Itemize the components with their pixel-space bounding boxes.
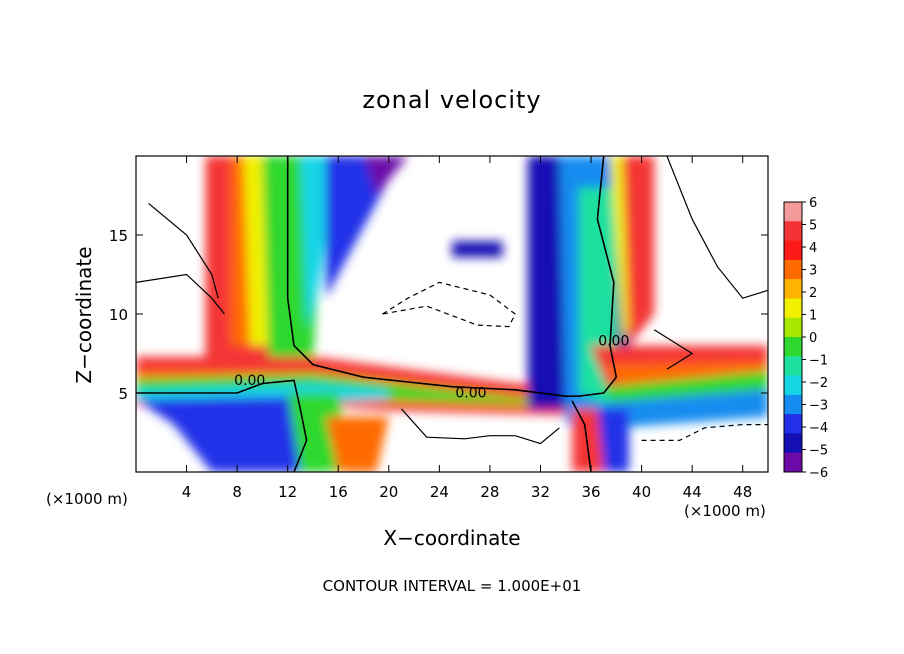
x-tick-label: 32 bbox=[531, 483, 550, 501]
chart-title: zonal velocity bbox=[362, 86, 542, 114]
colorbar-swatch bbox=[784, 259, 802, 280]
x-tick-label: 36 bbox=[581, 483, 600, 501]
colorbar-swatch bbox=[784, 414, 802, 434]
colorbar-swatch bbox=[784, 221, 802, 242]
upper-blob bbox=[452, 241, 503, 258]
zero-contour-left-lower bbox=[136, 379, 308, 472]
x-tick-label: 40 bbox=[632, 483, 651, 501]
lower-center-orange bbox=[325, 416, 389, 472]
contour-lines bbox=[136, 156, 768, 472]
colorbar-swatch bbox=[784, 202, 802, 222]
contour-label-0: 0.00 bbox=[234, 373, 265, 389]
field-layers bbox=[136, 156, 768, 472]
x-tick-label: 20 bbox=[379, 483, 398, 501]
x-axis-ticks: 4 8 12 16 20 24 28 32 36 40 44 48 bbox=[182, 156, 752, 501]
colorbar-swatch bbox=[784, 279, 802, 299]
x-tick-label: 16 bbox=[329, 483, 348, 501]
lower-left-blue bbox=[136, 396, 313, 472]
x-tick-label: 4 bbox=[182, 483, 192, 501]
colorbar-label: 1 bbox=[809, 309, 817, 324]
contour-interval-note: CONTOUR INTERVAL = 1.000E+01 bbox=[322, 577, 582, 595]
colorbar-label: 5 bbox=[809, 219, 817, 234]
x-tick-label: 28 bbox=[480, 483, 499, 501]
colorbar-label: 0 bbox=[809, 331, 817, 346]
x-axis-label: X−coordinate bbox=[383, 526, 521, 550]
colorbar-swatch bbox=[784, 240, 802, 261]
colorbar-swatch bbox=[784, 356, 802, 377]
colorbar-label: 6 bbox=[809, 196, 817, 211]
x-tick-label: 24 bbox=[430, 483, 449, 501]
colorbar-swatch bbox=[784, 298, 802, 319]
colorbar: 6 5 4 3 2 1 0 −1 −2 −3 −4 −5 −6 bbox=[783, 196, 828, 481]
colorbar-label: −2 bbox=[809, 376, 828, 391]
y-tick-label: 5 bbox=[118, 385, 128, 403]
colorbar-swatch bbox=[784, 433, 802, 454]
colorbar-swatch bbox=[784, 317, 802, 338]
colorbar-label: −3 bbox=[809, 399, 828, 414]
layer-right-blue bbox=[603, 389, 768, 428]
colorbar-label: 4 bbox=[809, 241, 817, 256]
colorbar-label: −6 bbox=[809, 466, 828, 481]
colorbar-swatch bbox=[784, 337, 802, 357]
contour-label-2: 0.00 bbox=[598, 334, 629, 350]
colorbar-swatch bbox=[784, 375, 802, 396]
contour-left-upper bbox=[148, 202, 219, 299]
lower-right-blue bbox=[597, 408, 629, 472]
contour-dashed-mid bbox=[382, 281, 516, 328]
x-tick-label: 48 bbox=[733, 483, 752, 501]
y-axis-label: Z−coordinate bbox=[72, 246, 96, 384]
jet-left-blue bbox=[325, 156, 402, 299]
contour-lower-mid bbox=[400, 408, 560, 445]
colorbar-label: 3 bbox=[809, 264, 817, 279]
contour-right-upper bbox=[666, 156, 768, 299]
jet-left-violet bbox=[363, 156, 408, 196]
zero-contour-main bbox=[286, 156, 618, 397]
x-unit-right: (×1000 m) bbox=[684, 502, 766, 520]
contour-dashed-right bbox=[641, 424, 768, 441]
y-tick-label: 15 bbox=[109, 227, 128, 245]
colorbar-label: −5 bbox=[809, 444, 828, 459]
contour-labels: 0.00 0.00 0.00 bbox=[234, 334, 629, 402]
x-tick-label: 44 bbox=[683, 483, 702, 501]
y-axis-ticks: 5 10 15 bbox=[109, 227, 768, 403]
x-unit-left: (×1000 m) bbox=[46, 490, 128, 508]
x-tick-label: 8 bbox=[232, 483, 242, 501]
contour-right-mid bbox=[653, 329, 694, 370]
velocity-field bbox=[136, 156, 768, 472]
y-tick-label: 10 bbox=[109, 306, 128, 324]
jet-right-red bbox=[622, 156, 655, 346]
colorbar-swatch bbox=[784, 452, 802, 473]
contour-label-1: 0.00 bbox=[455, 386, 486, 402]
colorbar-label: 2 bbox=[809, 286, 817, 301]
colorbar-label: −4 bbox=[809, 421, 828, 436]
colorbar-swatch bbox=[784, 394, 802, 415]
zero-contour-right-lower bbox=[571, 400, 592, 472]
x-tick-label: 12 bbox=[278, 483, 297, 501]
contour-left bbox=[136, 273, 225, 315]
colorbar-label: −1 bbox=[809, 354, 828, 369]
